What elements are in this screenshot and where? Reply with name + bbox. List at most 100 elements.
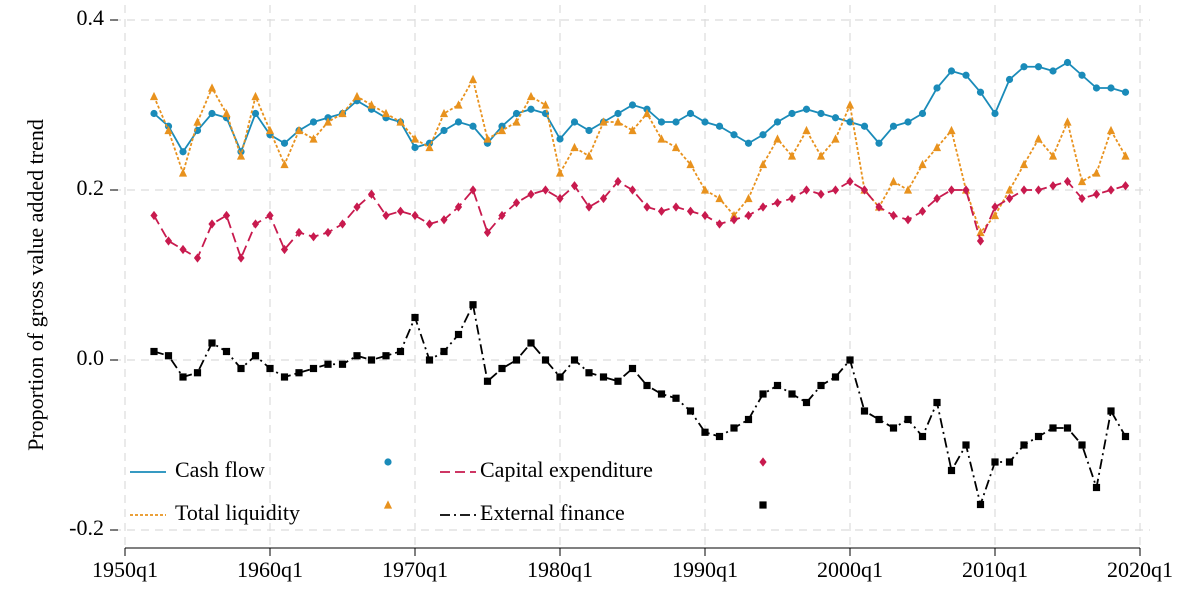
marker xyxy=(353,202,361,212)
marker xyxy=(976,88,985,96)
marker xyxy=(556,193,564,204)
marker xyxy=(831,114,840,122)
marker xyxy=(193,369,202,377)
marker xyxy=(744,139,753,147)
marker xyxy=(556,373,564,381)
marker xyxy=(875,415,883,424)
marker xyxy=(947,185,956,195)
marker xyxy=(933,398,941,407)
marker xyxy=(1005,75,1014,84)
marker xyxy=(251,219,260,229)
marker xyxy=(179,373,187,381)
marker xyxy=(178,168,188,177)
marker xyxy=(788,390,796,398)
marker xyxy=(686,109,695,118)
marker xyxy=(1034,432,1043,441)
marker xyxy=(904,215,912,225)
marker xyxy=(208,339,216,347)
marker xyxy=(207,83,217,92)
marker xyxy=(280,139,289,147)
marker xyxy=(149,91,159,101)
marker xyxy=(1049,181,1057,191)
marker xyxy=(976,236,985,246)
marker xyxy=(614,377,622,385)
marker xyxy=(570,118,579,126)
marker xyxy=(715,122,724,130)
marker xyxy=(410,134,420,143)
marker xyxy=(338,219,347,229)
marker xyxy=(440,215,448,225)
y-tick-label: 0.4 xyxy=(77,5,105,30)
marker xyxy=(875,202,883,212)
legend-label: Total liquidity xyxy=(175,500,300,525)
marker xyxy=(744,210,753,221)
marker xyxy=(1034,63,1043,71)
marker xyxy=(526,91,536,101)
marker xyxy=(802,105,811,113)
marker xyxy=(454,202,463,212)
marker xyxy=(367,189,376,199)
x-tick-label: 1980q1 xyxy=(527,557,593,582)
marker xyxy=(773,134,782,143)
marker xyxy=(352,91,362,101)
marker xyxy=(991,458,999,466)
marker xyxy=(628,125,637,135)
marker xyxy=(1020,185,1028,195)
marker xyxy=(1077,176,1087,186)
marker xyxy=(179,148,187,156)
marker xyxy=(265,125,275,135)
marker xyxy=(773,381,782,390)
y-axis-label: Proportion of gross value added trend xyxy=(23,119,48,451)
y-tick-label: 0.0 xyxy=(77,345,105,370)
marker xyxy=(701,118,709,126)
marker xyxy=(1078,193,1086,204)
series-line xyxy=(153,61,1126,155)
marker xyxy=(759,202,767,212)
legend-marker xyxy=(759,501,767,509)
marker xyxy=(802,125,811,135)
marker xyxy=(280,159,289,169)
marker xyxy=(1049,424,1057,432)
marker xyxy=(440,126,448,135)
marker xyxy=(860,185,869,195)
marker xyxy=(918,206,927,216)
marker xyxy=(237,253,245,263)
marker xyxy=(382,352,390,360)
marker xyxy=(1121,181,1130,191)
marker xyxy=(1063,176,1072,187)
marker xyxy=(889,424,898,432)
marker xyxy=(657,206,666,216)
marker xyxy=(1107,185,1115,195)
marker xyxy=(411,143,419,152)
marker xyxy=(164,236,173,246)
marker xyxy=(715,432,724,441)
marker xyxy=(483,227,492,238)
marker xyxy=(382,210,390,221)
marker xyxy=(817,109,825,118)
marker xyxy=(309,364,318,373)
marker xyxy=(657,390,666,398)
y-tick-label: 0.2 xyxy=(77,175,105,200)
marker xyxy=(1005,193,1014,204)
marker xyxy=(846,356,854,364)
marker xyxy=(773,118,782,126)
marker xyxy=(469,301,477,309)
marker xyxy=(541,356,550,364)
marker xyxy=(1092,168,1101,177)
marker xyxy=(947,67,956,75)
marker xyxy=(875,139,883,147)
marker xyxy=(730,424,738,432)
marker xyxy=(280,373,289,381)
marker xyxy=(541,100,550,109)
marker xyxy=(758,159,768,169)
marker xyxy=(266,210,274,221)
marker xyxy=(193,253,202,263)
marker xyxy=(729,210,739,220)
marker xyxy=(628,185,637,195)
marker xyxy=(932,142,942,152)
marker xyxy=(686,206,695,216)
marker xyxy=(744,415,753,424)
marker xyxy=(614,176,622,187)
marker xyxy=(208,109,216,118)
